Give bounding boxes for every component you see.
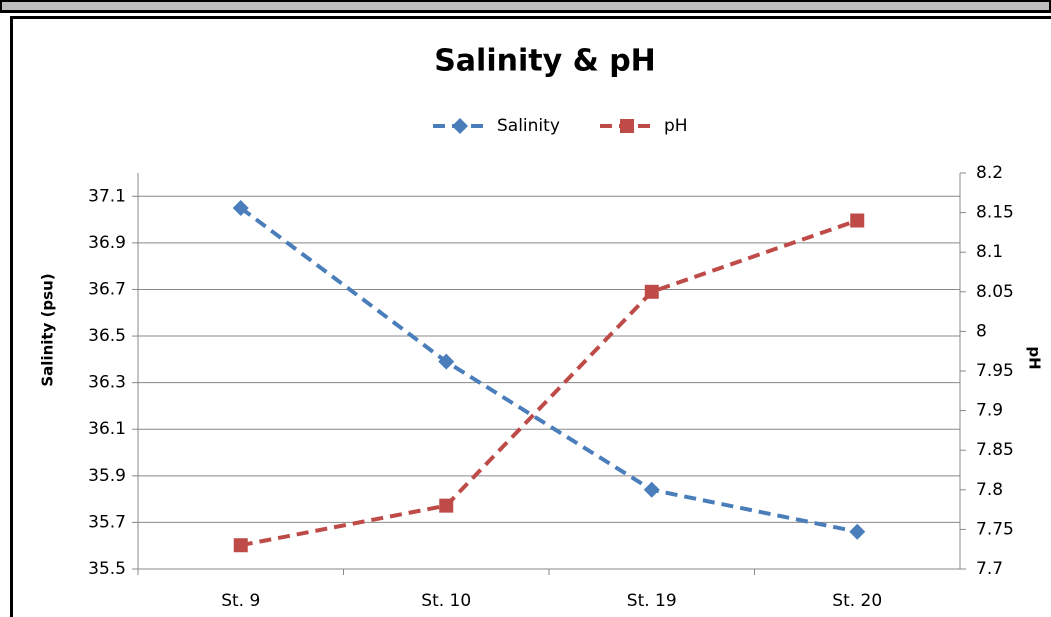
y-tick-label: 35.7 <box>88 512 126 532</box>
legend-marker <box>452 118 468 134</box>
window-bar <box>0 0 1051 13</box>
y2-tick-label: 8 <box>976 321 987 341</box>
y2-tick-label: 8.1 <box>976 242 1003 262</box>
y-tick-label: 36.1 <box>88 419 126 439</box>
y-tick-label: 37.1 <box>88 186 126 206</box>
y2-tick-label: 7.85 <box>976 440 1014 460</box>
y2-tick-label: 7.75 <box>976 519 1014 539</box>
y2-tick-label: 8.05 <box>976 282 1014 302</box>
y-tick-label: 36.7 <box>88 279 126 299</box>
x-tick-label: St. 20 <box>832 591 882 611</box>
y-axis-label: Salinity (psu) <box>39 273 57 386</box>
legend-marker <box>620 119 634 133</box>
series-line <box>240 218 858 548</box>
data-point <box>439 498 454 513</box>
y-tick-label: 36.3 <box>88 373 126 393</box>
y-tick-label: 36.9 <box>88 233 126 253</box>
y-tick-label: 36.5 <box>88 326 126 346</box>
series-line <box>239 206 858 534</box>
data-point <box>438 353 455 370</box>
y2-tick-label: 7.95 <box>976 361 1014 381</box>
data-point <box>233 538 248 553</box>
x-tick-label: St. 19 <box>627 591 677 611</box>
data-point <box>644 284 659 299</box>
y2-tick-label: 7.8 <box>976 480 1003 500</box>
chart-title: Salinity & pH <box>434 44 656 79</box>
legend-label: Salinity <box>497 116 560 136</box>
data-point <box>232 199 249 216</box>
legend-label: pH <box>664 116 688 136</box>
y2-tick-label: 7.7 <box>976 559 1003 579</box>
y-tick-label: 35.9 <box>88 466 126 486</box>
y2-tick-label: 7.9 <box>976 401 1003 421</box>
data-point <box>643 481 660 498</box>
y2-tick-label: 8.2 <box>976 163 1003 183</box>
chart-frame <box>10 16 1051 617</box>
y2-axis-label: pH <box>1026 346 1044 369</box>
x-tick-label: St. 9 <box>221 591 260 611</box>
data-point <box>849 523 866 540</box>
y2-tick-label: 8.15 <box>976 203 1014 223</box>
x-tick-label: St. 10 <box>421 591 471 611</box>
data-point <box>850 213 865 228</box>
y-tick-label: 35.5 <box>88 559 126 579</box>
